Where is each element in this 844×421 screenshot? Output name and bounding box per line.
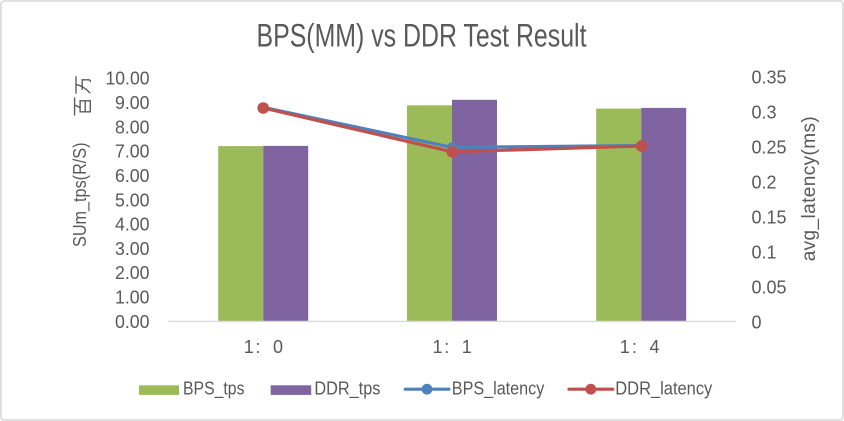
svg-text:BPS(MM) vs DDR Test Result: BPS(MM) vs DDR Test Result bbox=[257, 18, 587, 54]
svg-text:DDR_tps: DDR_tps bbox=[314, 378, 380, 399]
svg-text:0.25: 0.25 bbox=[752, 138, 787, 158]
svg-text:0.05: 0.05 bbox=[752, 277, 787, 297]
svg-text::: : bbox=[632, 337, 637, 357]
svg-text:6.00: 6.00 bbox=[115, 166, 150, 186]
svg-text:0: 0 bbox=[752, 312, 762, 332]
svg-text:0.2: 0.2 bbox=[752, 173, 777, 193]
svg-text:8.00: 8.00 bbox=[115, 117, 150, 137]
svg-text::: : bbox=[444, 337, 449, 357]
svg-text:0: 0 bbox=[273, 337, 283, 357]
svg-text:0.00: 0.00 bbox=[115, 312, 150, 332]
svg-text:1: 1 bbox=[620, 337, 630, 357]
svg-text:avg_latency(ms): avg_latency(ms) bbox=[799, 116, 820, 261]
svg-text:SUm_tps(R/S): SUm_tps(R/S) bbox=[70, 143, 91, 248]
svg-text:1.00: 1.00 bbox=[115, 288, 150, 308]
svg-text:1: 1 bbox=[244, 337, 254, 357]
svg-text:4: 4 bbox=[649, 337, 659, 357]
svg-text:0.15: 0.15 bbox=[752, 208, 787, 228]
svg-text:9.00: 9.00 bbox=[115, 93, 150, 113]
svg-text:1: 1 bbox=[462, 337, 472, 357]
svg-text:2.00: 2.00 bbox=[115, 263, 150, 283]
svg-text:1: 1 bbox=[432, 337, 442, 357]
svg-text:0.35: 0.35 bbox=[752, 68, 787, 88]
svg-text:BPS_latency: BPS_latency bbox=[452, 378, 545, 399]
svg-text:5.00: 5.00 bbox=[115, 190, 150, 210]
svg-text:3.00: 3.00 bbox=[115, 239, 150, 259]
svg-text:0.1: 0.1 bbox=[752, 243, 777, 263]
svg-text:4.00: 4.00 bbox=[115, 215, 150, 235]
svg-text::: : bbox=[255, 337, 260, 357]
svg-text:7.00: 7.00 bbox=[115, 142, 150, 162]
svg-text:10.00: 10.00 bbox=[106, 69, 150, 89]
svg-text:BPS_tps: BPS_tps bbox=[183, 378, 245, 399]
svg-text:DDR_latency: DDR_latency bbox=[615, 378, 712, 399]
svg-text:0.3: 0.3 bbox=[752, 103, 777, 123]
